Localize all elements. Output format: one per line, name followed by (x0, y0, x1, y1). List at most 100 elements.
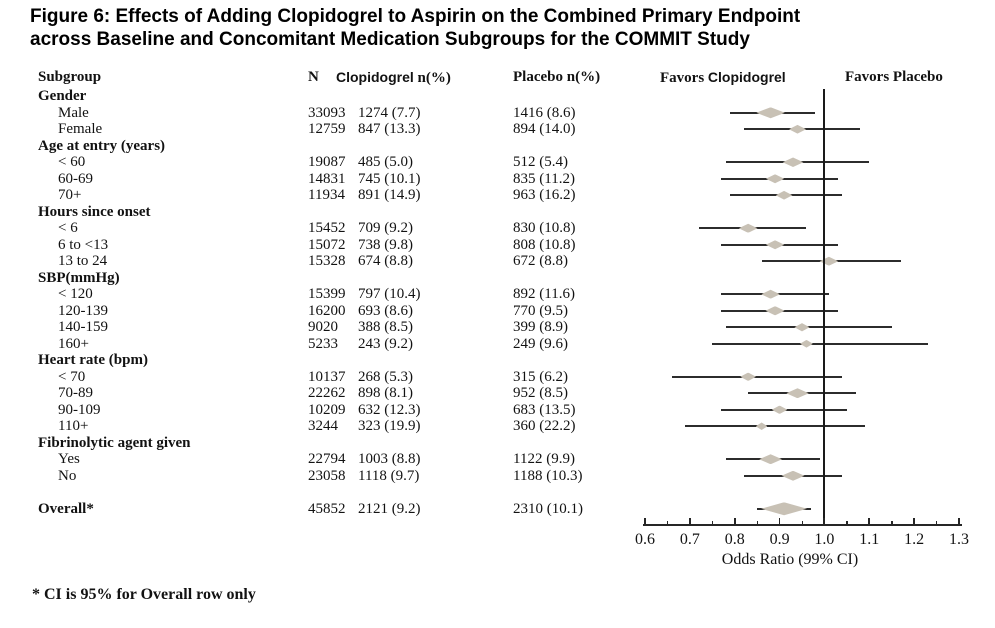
forest-plot-cell (645, 319, 959, 336)
row-label: 140-159 (58, 319, 108, 335)
placebo-cell: 892 (11.6) (513, 286, 575, 302)
clopidogrel-cell: 891 (14.9) (358, 187, 421, 203)
placebo-cell: 963 (16.2) (513, 187, 576, 203)
clopidogrel-cell: 1003 (8.8) (358, 451, 421, 467)
row-label: 13 to 24 (58, 253, 108, 269)
row-label: 70+ (58, 187, 82, 203)
or-point-diamond (781, 470, 805, 481)
n-cell: 3244 (308, 418, 338, 434)
section-row: Age at entry (years) (0, 138, 995, 155)
placebo-cell: 249 (9.6) (513, 335, 568, 352)
or-point-diamond (756, 107, 785, 119)
column-header-clopidogrel: Clopidogrel n(%) (336, 69, 451, 87)
forest-plot-cell (645, 253, 959, 270)
column-header-clopidogrel-drug: Clopidogrel (336, 69, 414, 85)
table-row: 90-109 10209 632 (12.3) 683 (13.5) (0, 402, 995, 419)
table-row: Yes 22794 1003 (8.8) 1122 (9.9) (0, 451, 995, 468)
table-row: < 6 15452 709 (9.2) 830 (10.8) (0, 220, 995, 237)
table-row: 6 to <13 15072 738 (9.8) 808 (10.8) (0, 237, 995, 254)
forest-plot-cell (645, 105, 959, 122)
column-header-n: N (308, 69, 319, 85)
placebo-cell: 1188 (10.3) (513, 467, 583, 484)
column-header-subgroup: Subgroup (38, 69, 102, 85)
x-axis-tick-label: 0.9 (769, 531, 790, 548)
row-label: No (58, 467, 77, 484)
or-point-diamond (765, 306, 785, 316)
forest-plot-cell (645, 451, 959, 468)
n-cell: 10137 (308, 368, 346, 385)
x-axis-major-tick (688, 518, 691, 525)
ci-line (712, 342, 928, 345)
or-point-diamond (738, 223, 758, 233)
placebo-cell: 1416 (8.6) (513, 104, 576, 121)
placebo-cell: 360 (22.2) (513, 418, 576, 434)
n-cell: 22262 (308, 385, 346, 401)
placebo-cell: 315 (6.2) (513, 368, 568, 385)
x-axis-major-tick (913, 518, 915, 525)
figure-title: Figure 6: Effects of Adding Clopidogrel … (30, 5, 980, 51)
row-label: Gender (38, 88, 87, 104)
or-point-diamond (819, 256, 839, 266)
reference-line (823, 89, 826, 526)
row-label: < 6 (58, 220, 78, 236)
x-axis-tick-label: 1.1 (859, 531, 880, 548)
n-cell: 12759 (308, 121, 346, 137)
clopidogrel-cell: 243 (9.2) (358, 335, 413, 352)
n-cell: 15452 (308, 220, 346, 236)
x-axis-tick-label: 1.0 (814, 531, 835, 548)
placebo-cell: 835 (11.2) (513, 170, 575, 187)
n-cell: 45852 (308, 500, 346, 517)
n-cell: 33093 (308, 104, 346, 121)
clopidogrel-cell: 674 (8.8) (358, 253, 413, 269)
forest-plot-cell (645, 402, 959, 419)
x-axis-tick-label: 1.3 (949, 531, 969, 548)
ci-line (671, 375, 843, 378)
forest-plot-cell (645, 336, 959, 353)
placebo-cell: 399 (8.9) (513, 319, 568, 335)
n-cell: 10209 (308, 401, 346, 418)
table-row: Overall* 45852 2121 (9.2) 2310 (10.1) (0, 501, 995, 518)
row-label: Male (58, 104, 89, 121)
table-row: < 60 19087 485 (5.0) 512 (5.4) (0, 154, 995, 171)
n-cell: 14831 (308, 170, 346, 187)
favors-placebo-header: Favors Placebo (845, 69, 943, 85)
favors-clopidogrel-header: Favors Clopidogrel (660, 69, 786, 87)
n-cell: 15328 (308, 253, 346, 269)
row-label: Yes (58, 451, 80, 467)
row-label: 6 to <13 (58, 236, 109, 253)
forest-plot-cell (645, 171, 959, 188)
section-row: Hours since onset (0, 204, 995, 221)
x-axis-major-tick (868, 518, 871, 525)
x-axis-minor-tick (756, 520, 758, 525)
row-label: 160+ (58, 335, 89, 352)
row-label: Female (58, 121, 103, 137)
row-label: < 120 (58, 286, 93, 302)
table-row: Male 33093 1274 (7.7) 1416 (8.6) (0, 105, 995, 122)
clopidogrel-cell: 1118 (9.7) (358, 467, 420, 484)
or-point-diamond (800, 339, 813, 348)
x-axis-minor-tick (711, 520, 714, 525)
row-label: Heart rate (bpm) (38, 352, 148, 368)
placebo-cell: 894 (14.0) (513, 121, 576, 137)
table-rows: Gender Male 33093 1274 (7.7) 1416 (8.6) Femal… (0, 88, 995, 517)
clopidogrel-cell: 797 (10.4) (358, 286, 421, 302)
spacer-row (0, 484, 995, 501)
table-row: 120-139 16200 693 (8.6) 770 (9.5) (0, 303, 995, 320)
placebo-cell: 770 (9.5) (513, 302, 568, 319)
x-axis-minor-tick (666, 520, 669, 525)
row-label: Hours since onset (38, 203, 151, 220)
n-cell: 9020 (308, 319, 338, 335)
table-row: Female 12759 847 (13.3) 894 (14.0) (0, 121, 995, 138)
clopidogrel-cell: 268 (5.3) (358, 368, 413, 385)
footnote: * CI is 95% for Overall row only (32, 586, 256, 603)
placebo-cell: 830 (10.8) (513, 220, 576, 236)
forest-plot-cell (645, 501, 959, 518)
forest-plot-cell (645, 220, 959, 237)
table-row: < 70 10137 268 (5.3) 315 (6.2) (0, 369, 995, 386)
table-row: 110+ 3244 323 (19.9) 360 (22.2) (0, 418, 995, 435)
clopidogrel-cell: 898 (8.1) (358, 385, 413, 401)
clopidogrel-cell: 632 (12.3) (358, 401, 421, 418)
forest-plot-cell (645, 286, 959, 303)
x-axis-major-tick (823, 518, 826, 525)
